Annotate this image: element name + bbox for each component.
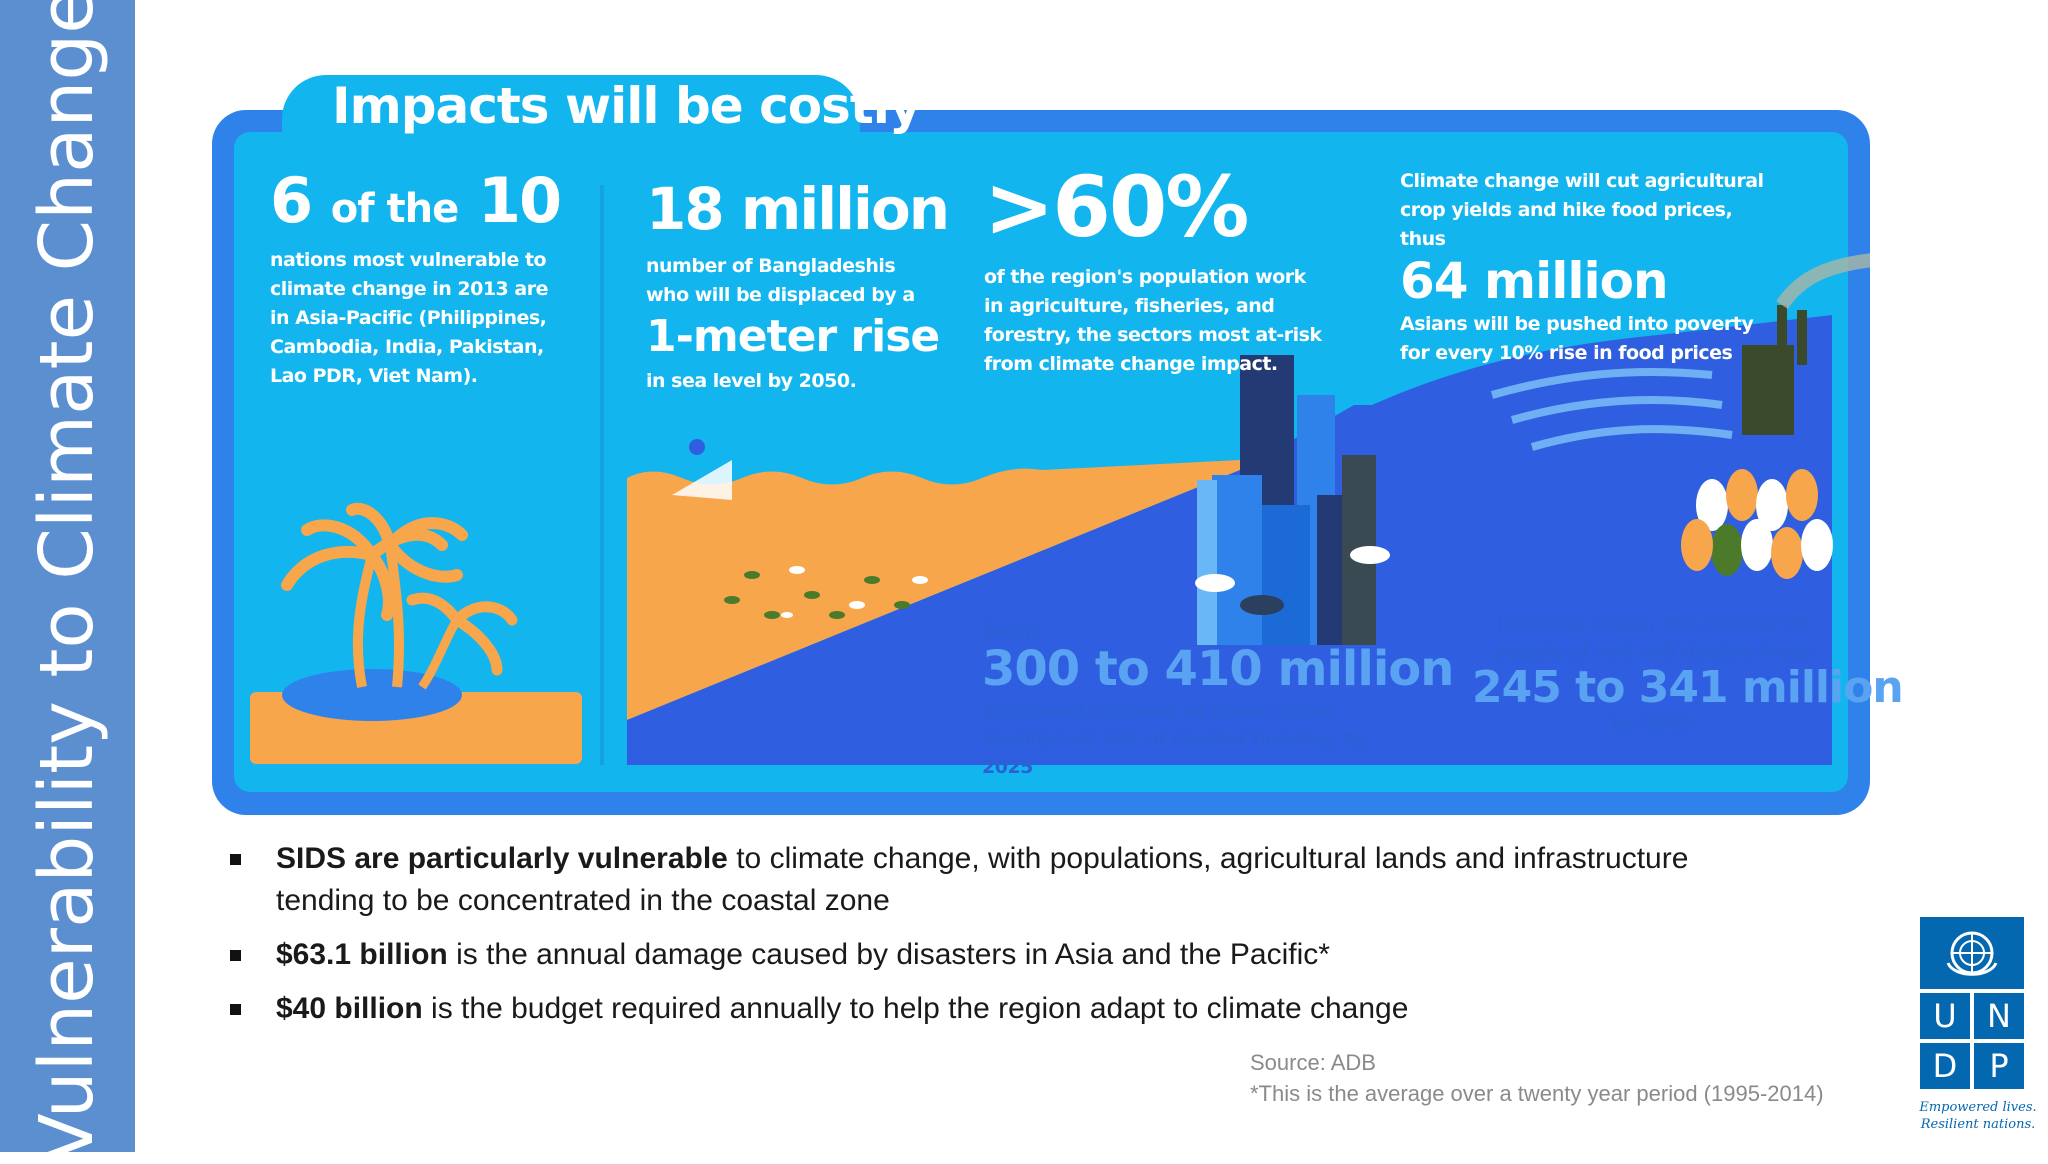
- stat-six-of-ten: 6 of the 10: [270, 170, 562, 232]
- bullet-list: SIDS are particularly vulnerable to clim…: [228, 838, 1768, 1042]
- stat-lead: In inland areas, the number of people at…: [1493, 613, 1811, 663]
- undp-letter: D: [1918, 1041, 1972, 1091]
- stat-six: 6: [270, 164, 313, 237]
- undp-letter: U: [1918, 991, 1972, 1041]
- stat-description: number of Bangladeshis who will be displ…: [646, 255, 915, 306]
- infographic: Impacts will be costly 6 of the 10 natio…: [212, 75, 1904, 815]
- coastal-land: [627, 405, 1372, 765]
- tagline-line: Empowered lives.: [1919, 1100, 2037, 1115]
- infographic-scene: [250, 253, 1870, 765]
- inland-land: [1372, 315, 1832, 765]
- stat-vulnerable-nations: 6 of the 10 nations most vulnerable to c…: [270, 170, 562, 391]
- stat-value: >60%: [984, 158, 1249, 256]
- stat-tail: by 2025: [1611, 713, 1693, 735]
- stat-food-poverty: Climate change will cut agricultural cro…: [1400, 167, 1780, 368]
- city-buildings-icon: [1197, 355, 1376, 645]
- stat-tail: in sea level by 2050.: [646, 369, 857, 392]
- car-icon: [1195, 574, 1235, 592]
- tagline-line: Resilient nations.: [1920, 1117, 2036, 1132]
- stat-of-the: of the: [330, 186, 460, 232]
- column-divider: [600, 185, 604, 765]
- stat-description: of the region's population work in agric…: [984, 266, 1322, 375]
- bullet-text: is the annual damage caused by disasters…: [447, 938, 1330, 971]
- stat-agriculture-workforce: >60% of the region's population work in …: [984, 165, 1324, 379]
- bullet-item: SIDS are particularly vulnerable to clim…: [228, 838, 1768, 922]
- stat-value: 245 to 341 million: [1472, 662, 1904, 713]
- island-lagoon: [282, 669, 462, 721]
- car-icon: [1350, 546, 1390, 564]
- stat-lead: Climate change will cut agricultural cro…: [1400, 170, 1764, 250]
- car-icon: [1240, 595, 1284, 615]
- side-band: Vulnerability to Climate Change: [0, 0, 135, 1164]
- stat-bangladesh-displaced: 18 million number of Bangladeshis who wi…: [646, 175, 950, 396]
- stat-ten: 10: [477, 164, 562, 237]
- undp-logo: U N D P Empowered lives. Resilient natio…: [1918, 915, 2038, 1133]
- undp-tagline: Empowered lives. Resilient nations.: [1918, 1099, 2038, 1133]
- white-fish-icon: [781, 566, 928, 618]
- stat-description: estimated increase of Asian urban dwelle…: [982, 700, 1367, 778]
- stat-value: 300 to 410 million: [982, 641, 1454, 697]
- stat-highlight: 1-meter rise: [646, 311, 940, 362]
- bullet-bold: $63.1 billion: [276, 938, 448, 971]
- farm-field-lines: [1490, 367, 1733, 451]
- stat-value: 18 million: [646, 175, 950, 243]
- stat-inland-risk: In inland areas, the number of people at…: [1472, 610, 1904, 738]
- footnote-line: *This is the average over a twenty year …: [1250, 1081, 1824, 1106]
- palm-tree-icon: [281, 502, 518, 690]
- factory-icon: [1742, 253, 1870, 435]
- stat-value: 64 million: [1400, 252, 1669, 310]
- bullet-bold: SIDS are particularly vulnerable: [276, 842, 728, 875]
- bullet-bold: $40 billion: [276, 992, 423, 1025]
- stat-lead: from: [982, 620, 1041, 645]
- infographic-title: Impacts will be costly: [332, 77, 921, 135]
- fish-school-icon: [724, 571, 910, 619]
- stat-urban-flooding: from 300 to 410 million estimated increa…: [982, 620, 1454, 781]
- forest-trees-icon: [1681, 469, 1833, 579]
- bullet-text: to climate change, with populations, agr…: [276, 842, 1689, 917]
- stat-description: Asians will be pushed into poverty for e…: [1400, 313, 1754, 364]
- source-line: Source: ADB: [1250, 1050, 1376, 1075]
- bullet-item: $40 billion is the budget required annua…: [228, 988, 1768, 1030]
- undp-letter: P: [1972, 1041, 2026, 1091]
- undp-letter: N: [1972, 991, 2026, 1041]
- sea-floor: [627, 460, 1240, 720]
- source-note: Source: ADB *This is the average over a …: [1250, 1047, 1824, 1109]
- un-emblem-icon: [1918, 915, 2026, 991]
- fishing-boat-icon: [672, 439, 732, 500]
- slide-title: Vulnerability to Climate Change: [24, 0, 110, 1164]
- bullet-text: is the budget required annually to help …: [422, 992, 1409, 1025]
- stat-description: nations most vulnerable to climate chang…: [270, 249, 548, 387]
- bullet-item: $63.1 billion is the annual damage cause…: [228, 934, 1768, 976]
